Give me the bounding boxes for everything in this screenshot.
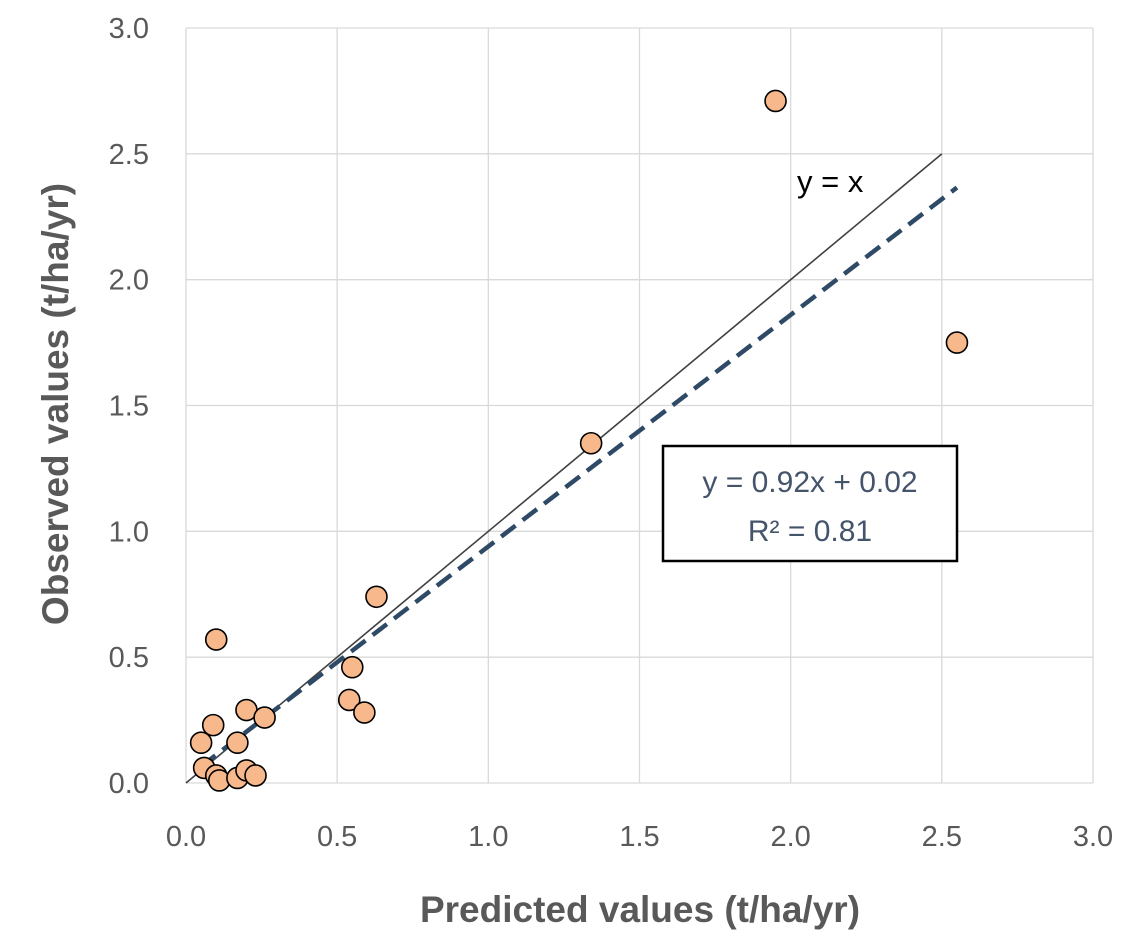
trend-lines xyxy=(185,153,959,784)
data-point xyxy=(189,731,213,755)
x-tick-label: 2.0 xyxy=(771,821,811,853)
y-axis-title: Observed values (t/ha/yr) xyxy=(35,183,76,625)
data-point xyxy=(945,331,969,354)
x-tick-label: 0.0 xyxy=(166,821,206,853)
data-point xyxy=(204,628,228,651)
x-tick-label: 1.5 xyxy=(619,821,659,853)
data-point xyxy=(201,713,225,737)
data-point xyxy=(226,731,249,755)
y-tick-label: 1.0 xyxy=(109,516,149,548)
y-tick-label: 3.0 xyxy=(109,13,149,45)
tick-labels: 0.0 0.5 1.0 1.5 2.0 2.5 3.0 0.0 0.5 1.0 1.5 2.0 2.5 3… xyxy=(109,13,1113,853)
x-axis-title: Predicted values (t/ha/yr) xyxy=(420,889,860,930)
data-point xyxy=(353,701,376,724)
data-points xyxy=(189,89,969,792)
data-point xyxy=(244,764,267,787)
regression-equation: y = 0.92x + 0.02 xyxy=(702,466,917,499)
identity-line xyxy=(185,153,943,784)
y-tick-label: 0.0 xyxy=(109,768,149,800)
data-point xyxy=(340,655,364,679)
x-tick-label: 2.5 xyxy=(922,821,962,853)
data-point xyxy=(579,431,603,455)
y-tick-label: 1.5 xyxy=(109,391,149,423)
y-tick-label: 2.5 xyxy=(109,139,149,171)
x-tick-label: 3.0 xyxy=(1073,821,1113,853)
data-point xyxy=(764,89,787,113)
y-tick-label: 0.5 xyxy=(109,642,149,674)
identity-line-label: y = x xyxy=(797,164,864,199)
regression-line xyxy=(199,185,959,769)
data-point xyxy=(365,585,388,609)
data-point xyxy=(337,688,361,712)
x-tick-label: 0.5 xyxy=(317,821,357,853)
r-squared-value: R² = 0.81 xyxy=(748,515,872,548)
equation-box: y = 0.92x + 0.02 R² = 0.81 xyxy=(661,444,959,563)
y-tick-label: 2.0 xyxy=(109,265,149,297)
x-tick-label: 1.0 xyxy=(468,821,508,853)
data-point xyxy=(253,706,276,729)
